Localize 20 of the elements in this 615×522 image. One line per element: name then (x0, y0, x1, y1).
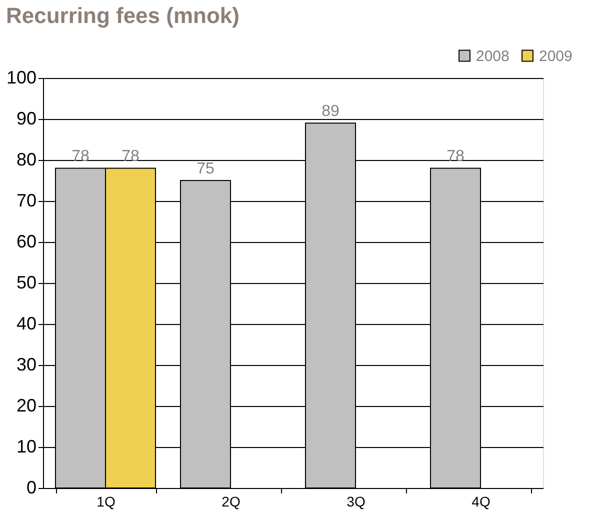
data-label: 89 (322, 103, 340, 120)
y-tick-label: 80 (16, 150, 36, 170)
y-tick-label: 70 (16, 190, 36, 210)
legend-label: 2008 (476, 48, 510, 65)
y-tick-label: 10 (16, 436, 36, 456)
x-tick-label: 3Q (346, 494, 366, 510)
y-tick-label: 30 (16, 354, 36, 374)
y-tick-label: 90 (16, 108, 36, 128)
x-tick-label: 2Q (222, 494, 240, 510)
y-tick-label: 20 (16, 396, 36, 416)
y-tick-label: 60 (16, 232, 36, 252)
chart-title: Recurring fees (mnok) (6, 3, 240, 28)
y-tick-label: 100 (6, 68, 36, 88)
x-tick-label: 1Q (96, 494, 116, 510)
data-label: 75 (196, 160, 214, 178)
y-tick-label: 40 (16, 314, 36, 334)
x-tick-label: 4Q (472, 494, 490, 510)
legend-label: 2009 (539, 48, 572, 65)
y-tick-label: 50 (16, 272, 36, 292)
y-tick-label: 0 (26, 478, 36, 498)
